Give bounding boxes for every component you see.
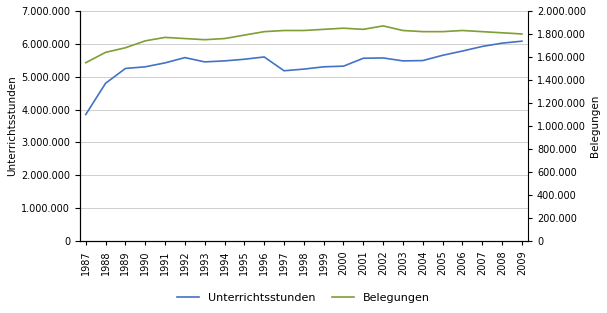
Belegungen	[221, 37, 228, 40]
Unterrichtsstunden	[241, 57, 248, 61]
Unterrichtsstunden	[459, 49, 466, 53]
Unterrichtsstunden	[300, 67, 308, 71]
Belegungen	[379, 24, 387, 28]
Belegungen	[201, 38, 208, 42]
Unterrichtsstunden	[360, 56, 367, 60]
Unterrichtsstunden	[280, 69, 288, 73]
Unterrichtsstunden	[181, 56, 189, 59]
Belegungen	[102, 50, 109, 54]
Unterrichtsstunden	[161, 61, 169, 65]
Belegungen	[122, 46, 129, 50]
Belegungen	[320, 28, 327, 31]
Belegungen	[340, 26, 347, 30]
Belegungen	[459, 28, 466, 32]
Line: Unterrichtsstunden: Unterrichtsstunden	[86, 41, 522, 115]
Unterrichtsstunden	[518, 39, 526, 43]
Line: Belegungen: Belegungen	[86, 26, 522, 63]
Unterrichtsstunden	[260, 55, 268, 59]
Belegungen	[419, 30, 427, 33]
Y-axis label: Unterrichtsstunden: Unterrichtsstunden	[7, 75, 17, 176]
Belegungen	[260, 30, 268, 33]
Belegungen	[141, 39, 149, 43]
Belegungen	[241, 33, 248, 37]
Unterrichtsstunden	[340, 64, 347, 68]
Unterrichtsstunden	[221, 59, 228, 63]
Unterrichtsstunden	[498, 41, 506, 45]
Belegungen	[82, 61, 89, 64]
Unterrichtsstunden	[439, 54, 446, 57]
Unterrichtsstunden	[419, 59, 427, 63]
Unterrichtsstunden	[479, 44, 486, 48]
Unterrichtsstunden	[399, 59, 407, 63]
Belegungen	[498, 31, 506, 35]
Belegungen	[360, 28, 367, 31]
Y-axis label: Belegungen: Belegungen	[590, 95, 600, 157]
Belegungen	[280, 28, 288, 32]
Belegungen	[300, 28, 308, 32]
Unterrichtsstunden	[379, 56, 387, 60]
Unterrichtsstunden	[122, 67, 129, 70]
Belegungen	[479, 30, 486, 33]
Legend: Unterrichtsstunden, Belegungen: Unterrichtsstunden, Belegungen	[172, 289, 435, 307]
Belegungen	[161, 35, 169, 39]
Belegungen	[181, 37, 189, 40]
Belegungen	[518, 32, 526, 36]
Unterrichtsstunden	[102, 81, 109, 85]
Unterrichtsstunden	[320, 65, 327, 69]
Belegungen	[399, 28, 407, 32]
Unterrichtsstunden	[82, 113, 89, 116]
Unterrichtsstunden	[201, 60, 208, 64]
Belegungen	[439, 30, 446, 33]
Unterrichtsstunden	[141, 65, 149, 69]
